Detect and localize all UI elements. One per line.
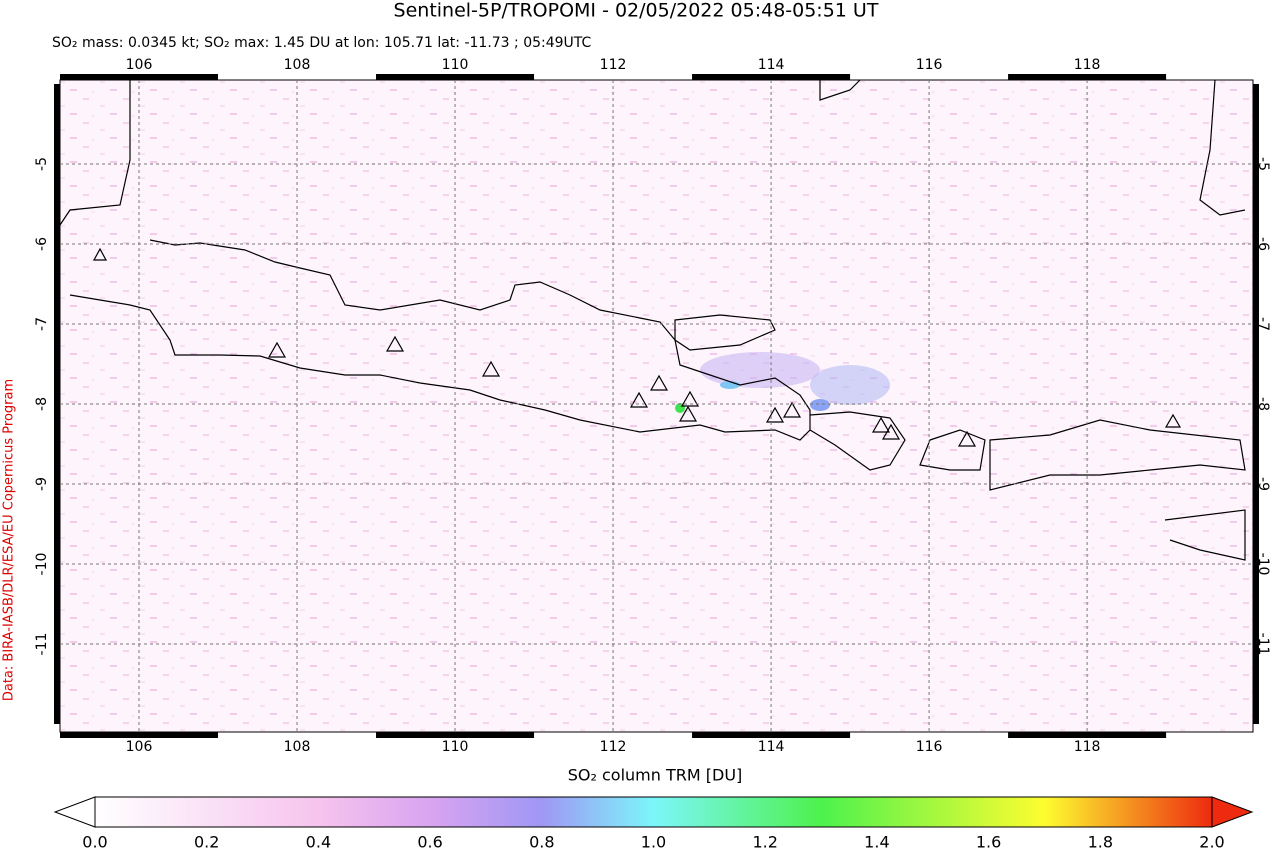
y-tick-label: -8 <box>34 397 50 411</box>
colorbar-label: SO₂ column TRM [DU] <box>568 766 743 785</box>
credit: Data: BIRA-IASB/DLR/ESA/EU Copernicus Pr… <box>2 379 17 701</box>
frame-segment <box>60 74 219 80</box>
coastlines <box>59 79 1246 561</box>
y-tick-label: -6 <box>34 237 50 251</box>
x-tick-label: 110 <box>442 57 469 73</box>
frame-segment <box>54 404 60 564</box>
y-tick-label: -5 <box>1255 157 1271 171</box>
x-tick-label: 116 <box>916 57 943 73</box>
y-tick-label: -5 <box>34 157 50 171</box>
frame-segment <box>54 244 60 404</box>
x-tick-label: 108 <box>284 739 311 755</box>
frame-segment <box>1008 74 1167 80</box>
colorbar-under <box>53 796 96 828</box>
title: Sentinel-5P/TROPOMI - 02/05/2022 05:48-0… <box>394 0 879 22</box>
colorbar-tick-label: 1.8 <box>1088 833 1113 852</box>
y-tick-label: -11 <box>1255 633 1271 656</box>
colorbar-tick-label: 2.0 <box>1199 833 1224 852</box>
colorbar-tick-label: 0.4 <box>306 833 331 852</box>
x-tick-label: 116 <box>916 739 943 755</box>
frame-segment <box>1008 732 1167 738</box>
x-tick-label: 110 <box>442 739 469 755</box>
frame-segment <box>376 732 535 738</box>
map-background <box>60 80 1253 732</box>
frame-segment <box>54 564 60 724</box>
frame-segment <box>1253 244 1259 404</box>
colorbar-tick-label: 0.6 <box>417 833 442 852</box>
frame-segment <box>692 732 851 738</box>
subtitle: SO₂ mass: 0.0345 kt; SO₂ max: 1.45 DU at… <box>52 35 592 51</box>
frame-segment <box>54 84 60 244</box>
frame-segment <box>1253 84 1259 244</box>
y-tick-label: -7 <box>1255 317 1271 331</box>
y-tick-label: -7 <box>34 317 50 331</box>
colorbar-tick-label: 1.4 <box>864 833 889 852</box>
colorbar-tick-label: 0.2 <box>194 833 219 852</box>
x-tick-label: 106 <box>126 57 153 73</box>
y-tick-label: -10 <box>34 553 50 576</box>
colorbar-tick-label: 1.0 <box>641 833 666 852</box>
x-tick-label: 114 <box>758 739 785 755</box>
x-tick-label: 114 <box>758 57 785 73</box>
x-tick-label: 118 <box>1074 57 1101 73</box>
colorbar-tick-label: 1.2 <box>752 833 777 852</box>
colorbar <box>94 796 1213 828</box>
y-tick-label: -9 <box>34 477 50 491</box>
frame-segment <box>60 732 219 738</box>
frame-segment <box>376 74 535 80</box>
x-tick-label: 118 <box>1074 739 1101 755</box>
frame-segment <box>1253 404 1259 564</box>
frame-segment <box>692 74 851 80</box>
colorbar-tick-label: 0.0 <box>82 833 107 852</box>
x-tick-label: 108 <box>284 57 311 73</box>
x-tick-label: 112 <box>600 57 627 73</box>
y-tick-label: -11 <box>34 633 50 656</box>
colorbar-over <box>1211 796 1254 828</box>
y-tick-label: -9 <box>1255 477 1271 491</box>
x-tick-label: 112 <box>600 739 627 755</box>
volcanoes <box>92 247 1182 447</box>
colorbar-tick-label: 1.6 <box>976 833 1001 852</box>
frame-segment <box>1253 564 1259 724</box>
x-tick-label: 106 <box>126 739 153 755</box>
plume <box>675 352 890 413</box>
colorbar-tick-label: 0.8 <box>529 833 554 852</box>
